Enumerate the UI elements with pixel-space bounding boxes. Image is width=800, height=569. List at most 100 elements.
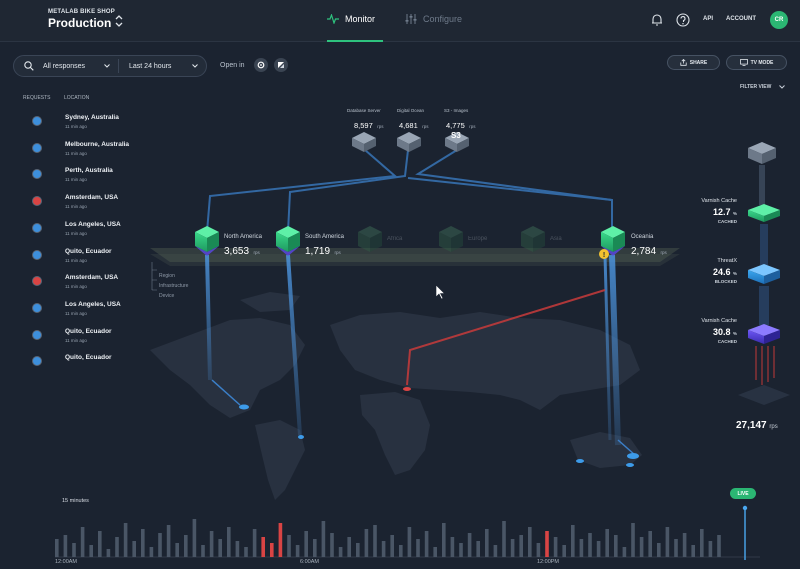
timeline-tick: 12:00PM xyxy=(537,559,560,565)
timeline-bar xyxy=(227,527,231,557)
timeline-tick: 12:00AM xyxy=(55,559,78,565)
timeline-bar xyxy=(665,527,670,557)
list-item[interactable]: Quito, Ecuador 11 min ago xyxy=(32,325,142,351)
timeline-bar xyxy=(364,529,369,557)
timeline-bar xyxy=(201,545,205,557)
list-item[interactable]: Melbourne, Australia 11 min ago xyxy=(32,138,142,164)
filter-view-toggle[interactable]: FILTER VIEW xyxy=(740,84,785,90)
total-rps: 27,147 rps xyxy=(736,420,778,431)
timeline-bar xyxy=(467,533,472,557)
timeline-bar xyxy=(158,533,162,557)
chevron-down-icon xyxy=(192,64,198,68)
tv-mode-label: TV MODE xyxy=(750,59,774,66)
pipeline-unit: % xyxy=(732,211,737,216)
timeline-bar xyxy=(261,537,265,557)
request-time: 11 min ago xyxy=(65,124,87,129)
shop-name: METALAB BIKE SHOP xyxy=(48,9,115,15)
timeline-bar xyxy=(347,537,351,557)
open-in-grafana-button[interactable] xyxy=(254,58,268,72)
list-item[interactable]: Sydney, Australia 11 min ago xyxy=(32,111,142,137)
region-plane xyxy=(150,248,680,266)
tab-monitor[interactable]: Monitor xyxy=(327,14,383,42)
open-in-kibana-button[interactable] xyxy=(274,58,288,72)
timeline-bar xyxy=(270,543,274,557)
layer-label[interactable]: Region xyxy=(159,273,175,279)
timeline-bars xyxy=(55,519,721,557)
timeline-bar xyxy=(708,541,713,557)
chevron-up-down-icon[interactable] xyxy=(114,14,124,28)
timeline-bar xyxy=(407,527,412,557)
timeline-bar xyxy=(476,541,480,557)
source-unit: rps xyxy=(377,124,384,129)
list-item[interactable]: Amsterdam, USA 11 min ago xyxy=(32,191,142,217)
bell-icon[interactable] xyxy=(650,13,664,27)
layer-label[interactable]: Device xyxy=(159,293,175,299)
tab-configure[interactable]: Configure xyxy=(405,14,462,42)
timeline-bar xyxy=(244,547,248,557)
timeline-bar xyxy=(141,529,145,557)
status-dot xyxy=(32,222,42,233)
timeline-bar xyxy=(321,521,326,557)
world-map xyxy=(150,292,642,500)
timeline-bar xyxy=(72,543,76,557)
timeline-bar xyxy=(639,537,644,557)
status-dot xyxy=(32,196,42,207)
tv-mode-button[interactable]: TV MODE xyxy=(726,55,787,70)
timeline-bar xyxy=(674,539,678,557)
timeline-bar xyxy=(510,539,515,557)
cursor-icon xyxy=(435,284,446,300)
timeline-bar xyxy=(115,537,119,557)
responses-value: All responses xyxy=(43,62,86,70)
help-icon[interactable] xyxy=(676,13,690,27)
list-item[interactable]: Perth, Australia 11 min ago xyxy=(32,164,142,190)
timeline-bar xyxy=(132,541,136,557)
list-item[interactable]: Quito, Ecuador xyxy=(32,351,142,377)
region-unit: rps xyxy=(660,250,667,255)
layer-label[interactable]: Infrastructure xyxy=(159,283,189,289)
time-range-select[interactable]: Last 24 hours xyxy=(129,56,207,76)
timeline-bar xyxy=(175,543,179,557)
timeline-bar xyxy=(166,525,171,557)
request-time: 11 min ago xyxy=(65,177,87,183)
environment-name[interactable]: Production xyxy=(48,16,112,30)
timeline-bar xyxy=(700,529,704,557)
avatar[interactable]: CR xyxy=(770,11,788,29)
kibana-icon xyxy=(278,62,284,68)
timeline-bar xyxy=(106,549,111,557)
timeline-bar xyxy=(80,527,85,557)
timeline-bar xyxy=(192,519,197,557)
top-bar: METALAB BIKE SHOP Production Monitor Con… xyxy=(0,0,800,42)
tab-configure-label: Configure xyxy=(423,14,463,24)
source-value: 4,681 xyxy=(399,121,418,130)
s3-glyph: S3 xyxy=(451,131,461,140)
pipeline-stage-name: Varnish Cache xyxy=(701,318,737,324)
timeline-bar xyxy=(63,535,68,557)
list-item[interactable]: Amsterdam, USA 11 min ago xyxy=(32,271,142,297)
timeline-bar xyxy=(295,545,300,557)
timeline-bar xyxy=(622,547,627,557)
chevron-down-icon xyxy=(104,64,110,68)
timeline-bar xyxy=(278,523,283,557)
timeline-bar xyxy=(553,537,558,557)
region-unit: rps xyxy=(334,250,341,255)
live-playhead-knob xyxy=(742,505,748,511)
api-link[interactable]: API xyxy=(703,16,714,22)
share-button[interactable]: SHARE xyxy=(667,55,720,70)
status-dot xyxy=(32,356,42,367)
pipeline-stage-name: ThreatX xyxy=(717,258,737,264)
timeline-bar xyxy=(399,545,403,557)
list-item[interactable]: Quito, Ecuador 11 min ago xyxy=(32,245,142,271)
list-item[interactable]: Los Angeles, USA 11 min ago xyxy=(32,298,142,324)
responses-select[interactable]: All responses xyxy=(43,56,118,76)
request-location: Quito, Ecuador xyxy=(65,354,112,362)
timeline-bar xyxy=(545,531,549,557)
live-button[interactable]: LIVE xyxy=(730,488,756,499)
timeline-bar xyxy=(450,537,455,557)
tv-icon xyxy=(739,59,748,66)
list-item[interactable]: Los Angeles, USA 11 min ago xyxy=(32,218,142,244)
timeline-bar xyxy=(691,545,695,557)
account-link[interactable]: ACCOUNT xyxy=(726,16,756,22)
status-dot xyxy=(32,276,42,287)
timeline-bar xyxy=(218,539,222,557)
